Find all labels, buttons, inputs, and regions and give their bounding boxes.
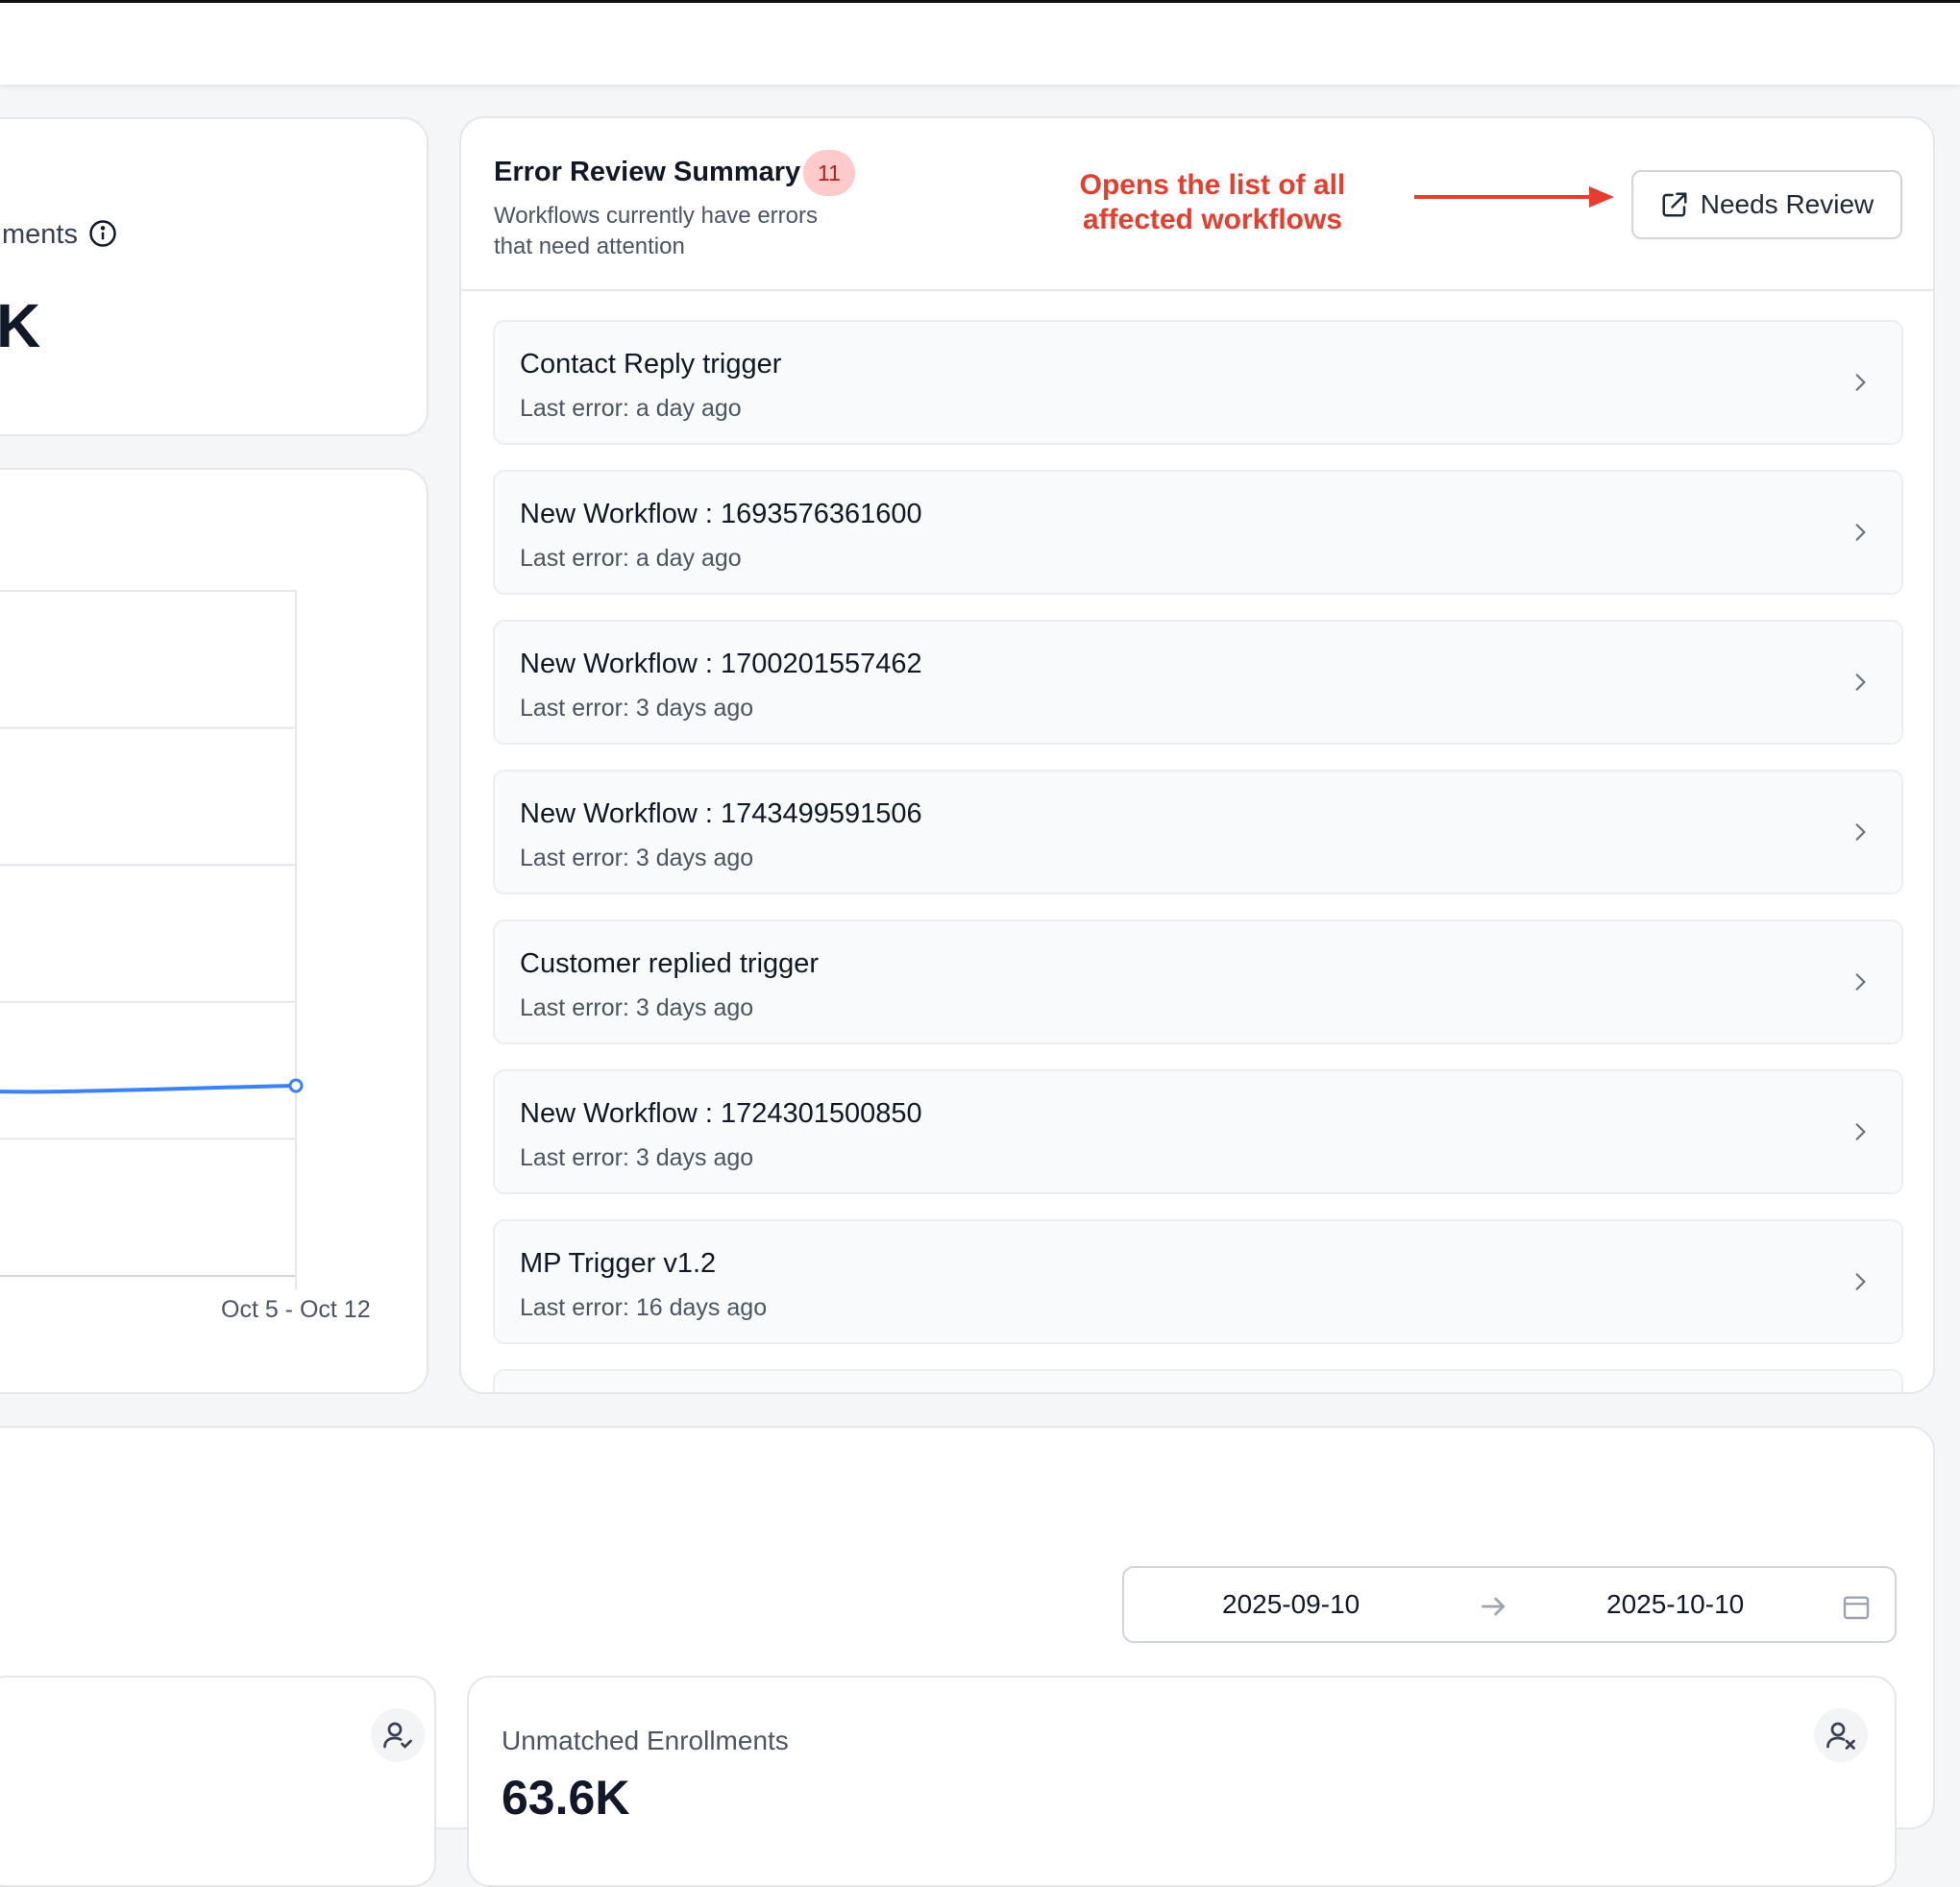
workflow-name: New Workflow : 1743499591506 [520,798,922,829]
unmatched-value: 63.6K [502,1771,630,1825]
date-range-picker[interactable]: 2025-09-10 2025-10-10 [1122,1566,1897,1643]
chevron-right-icon [1855,973,1866,991]
error-workflow-item-partial[interactable] [493,1369,1903,1392]
chevron-right-icon [1855,374,1866,391]
chevron-right-icon [1855,674,1866,691]
error-workflow-item[interactable]: Contact Reply trigger Last error: a day a… [493,320,1903,445]
workflow-last-error: Last error: a day ago [520,395,742,422]
date-range-start[interactable]: 2025-09-10 [1222,1589,1360,1619]
user-x-icon [1826,1722,1855,1750]
unmatched-label: Unmatched Enrollments [502,1726,789,1755]
date-range-end[interactable]: 2025-10-10 [1606,1589,1745,1619]
arrow-right-icon [1482,1597,1506,1616]
error-workflow-item[interactable]: New Workflow : 1693576361600 Last error: … [493,470,1903,595]
line-chart [0,590,304,1289]
error-workflow-item[interactable]: Customer replied trigger Last error: 3 da… [493,919,1903,1044]
stat-label: ments [2,219,78,250]
annotation-callout: Opens the list of all affected workflows [1079,169,1346,235]
chevron-right-icon [1855,823,1866,841]
x-tick-label: Oct 5 - Oct 12 [221,1296,371,1323]
error-workflow-item[interactable]: New Workflow : 1700201557462 Last error: … [493,620,1903,745]
workflow-last-error: Last error: 3 days ago [520,1144,754,1171]
series-line [0,1084,298,1094]
error-workflow-list: Contact Reply trigger Last error: a day a… [493,320,1903,1392]
workflow-name: Customer replied trigger [520,948,820,979]
user-check-icon [383,1722,412,1749]
annotation-arrow-icon [1414,186,1614,208]
workflow-name: Contact Reply trigger [520,349,782,380]
enrollment-breakdown-card: 2025-09-10 2025-10-10 Unmatched Enrollme… [0,1426,1935,1887]
workflow-name: New Workflow : 1700201557462 [520,649,922,679]
enrollments-stat-card: ments K [0,117,429,436]
workflow-last-error: Last error: 3 days ago [520,994,754,1021]
error-count-badge: 11 [803,150,855,196]
matched-icon-circle [371,1708,425,1762]
data-point [288,1078,304,1093]
error-workflow-item[interactable]: MP Trigger v1.2 Last error: 16 days ago [493,1219,1903,1344]
needs-review-label: Needs Review [1700,189,1874,219]
workflow-last-error: Last error: 16 days ago [520,1294,768,1321]
error-summary-header: Error Review Summary 11 Workflows curren… [461,118,1933,291]
error-workflow-item[interactable]: New Workflow : 1724301500850 Last error: … [493,1069,1903,1194]
error-review-summary-card: Error Review Summary 11 Workflows curren… [459,116,1935,1394]
workflow-name: MP Trigger v1.2 [520,1248,717,1279]
info-icon[interactable] [88,219,117,248]
stat-value: K [0,291,42,360]
workflow-last-error: Last error: 3 days ago [520,695,754,722]
unmatched-icon-circle [1814,1708,1868,1762]
calendar-icon[interactable] [1841,1591,1872,1622]
workflow-last-error: Last error: a day ago [520,545,742,572]
chevron-right-icon [1855,1123,1866,1140]
matched-enrollments-card [0,1676,436,1887]
top-bar [0,0,1960,85]
chart-grid [0,590,297,1289]
external-link-icon [1662,192,1687,217]
needs-review-button[interactable]: Needs Review [1631,170,1902,239]
error-workflow-item[interactable]: New Workflow : 1743499591506 Last error: … [493,770,1903,894]
unmatched-enrollments-card: Unmatched Enrollments 63.6K [467,1676,1897,1887]
chevron-right-icon [1855,1273,1866,1290]
enrollments-chart-card: Oct 5 - Oct 12 [0,468,429,1394]
error-summary-subtitle: Workflows currently have errors that nee… [494,203,818,259]
error-summary-title: Error Review Summary [494,157,801,187]
workflow-name: New Workflow : 1724301500850 [520,1098,922,1129]
workflow-last-error: Last error: 3 days ago [520,845,754,871]
chevron-right-icon [1855,524,1866,541]
workflow-name: New Workflow : 1693576361600 [520,499,922,529]
